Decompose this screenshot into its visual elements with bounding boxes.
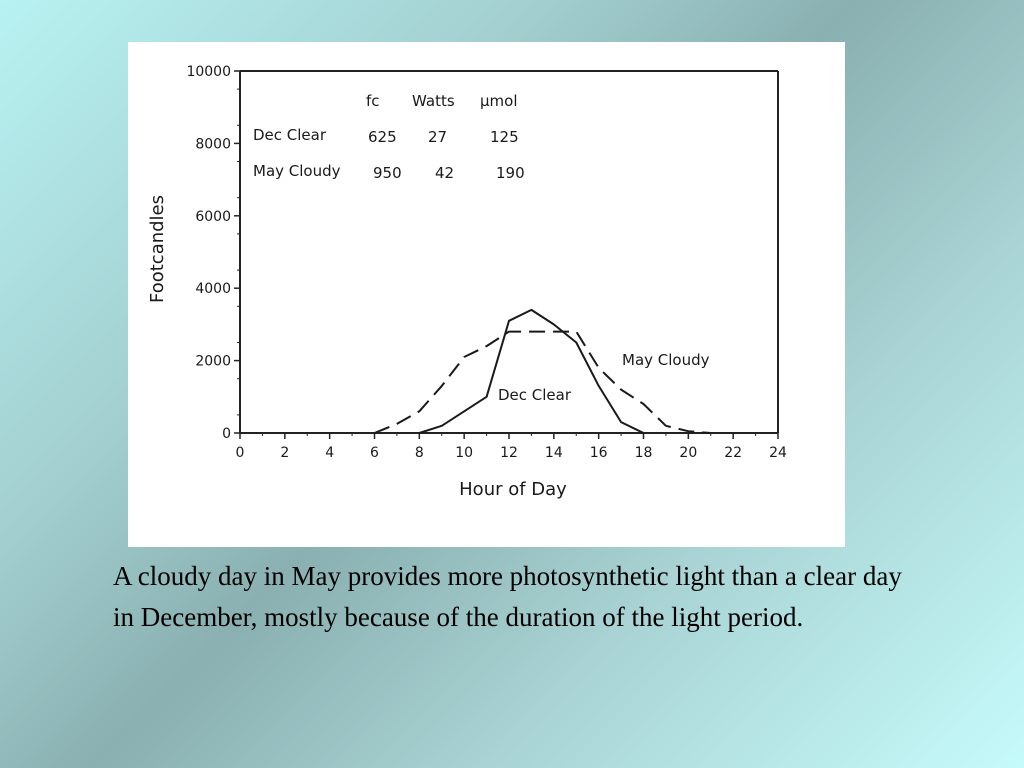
x-tick-label: 24 <box>769 445 787 461</box>
x-tick-label: 20 <box>679 445 697 461</box>
table-cell: 950 <box>373 164 402 182</box>
x-tick-label: 8 <box>415 445 424 461</box>
y-tick-label: 0 <box>222 426 231 442</box>
x-tick-label: 14 <box>545 445 563 461</box>
x-axis-ticks: 0 2 4 6 8 10 12 14 16 18 20 22 24 <box>236 433 787 461</box>
table-cell: 190 <box>496 164 525 182</box>
x-tick-label: 18 <box>635 445 653 461</box>
series-lines <box>374 308 711 434</box>
y-tick-label: 6000 <box>195 209 231 225</box>
chart-panel: 0 2 4 6 8 10 12 14 16 18 20 22 24 0 2000 4000 6000 8000 1… <box>128 42 845 547</box>
x-tick-label: 10 <box>455 445 473 461</box>
y-tick-label: 4000 <box>195 281 231 297</box>
x-tick-label: 6 <box>370 445 379 461</box>
y-axis-title: Footcandles <box>147 195 168 303</box>
footcandles-chart: 0 2 4 6 8 10 12 14 16 18 20 22 24 020004000600080001… <box>147 64 787 500</box>
y-tick-label: 2000 <box>195 354 231 370</box>
x-tick-label: 2 <box>280 445 289 461</box>
series-line-may-cloudy <box>374 330 711 434</box>
table-cell: 125 <box>490 128 519 146</box>
series-label-may-cloudy: May Cloudy <box>622 351 710 369</box>
table-cell: 27 <box>428 128 447 146</box>
table-cell: 42 <box>435 164 454 182</box>
series-label-dec-clear: Dec Clear <box>498 386 572 404</box>
inset-table: fc Watts μmol Dec Clear 625 27 125 May C… <box>253 92 525 182</box>
y-axis-ticks: 0 2000 4000 6000 8000 10000 <box>186 64 240 442</box>
table-header-watts: Watts <box>412 92 455 110</box>
table-header-fc: fc <box>366 92 380 110</box>
x-axis-title: Hour of Day <box>459 479 567 500</box>
table-row-label: May Cloudy <box>253 162 341 180</box>
x-tick-label: 0 <box>236 445 245 461</box>
y-tick-label: 8000 <box>195 136 231 152</box>
x-tick-label: 22 <box>724 445 742 461</box>
table-row-label: Dec Clear <box>253 126 327 144</box>
y-tick-label: 10000 <box>186 64 231 80</box>
table-header-umol: μmol <box>480 92 518 110</box>
table-cell: 625 <box>368 128 397 146</box>
x-tick-label: 12 <box>500 445 518 461</box>
x-tick-label: 4 <box>325 445 334 461</box>
series-line-dec-clear <box>418 308 644 434</box>
slide-caption: A cloudy day in May provides more photos… <box>113 561 902 632</box>
x-tick-label: 16 <box>590 445 608 461</box>
